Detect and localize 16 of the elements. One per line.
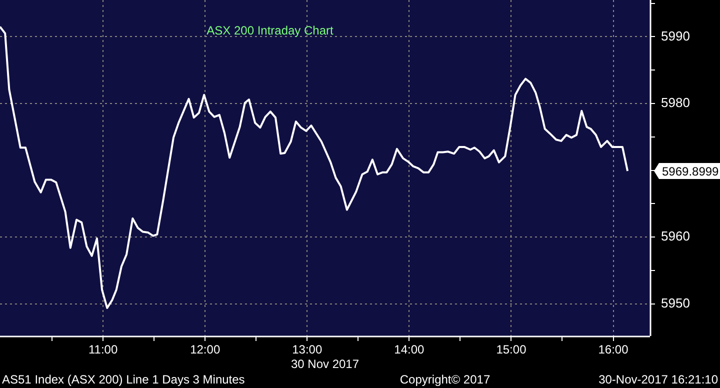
- x-tick-label: 15:00: [496, 342, 527, 357]
- y-tick-label: 5950: [661, 296, 690, 311]
- y-tick-label: 5980: [661, 95, 690, 110]
- text: 30-Nov-2017 16:21:10: [598, 372, 718, 386]
- text: Copyright© 2017: [400, 372, 490, 386]
- x-axis-title: 30 Nov 2017: [290, 357, 360, 372]
- x-tick-label: 14:00: [394, 342, 425, 357]
- y-tick-label: 5960: [661, 228, 690, 244]
- x-tick-label: 13:00: [292, 342, 322, 357]
- text: ASX 200 Intraday Chart: [206, 23, 334, 38]
- x-tick-label: 11:00: [88, 342, 118, 357]
- x-tick-label: 16:00: [598, 342, 629, 357]
- text: 5969.8999: [662, 164, 720, 178]
- x-tick-label: 12:00: [190, 342, 220, 357]
- text: AS51 Index (ASX 200) Line 1 Days 3 Minutes: [2, 372, 245, 386]
- y-tick-label: 5990: [661, 28, 690, 44]
